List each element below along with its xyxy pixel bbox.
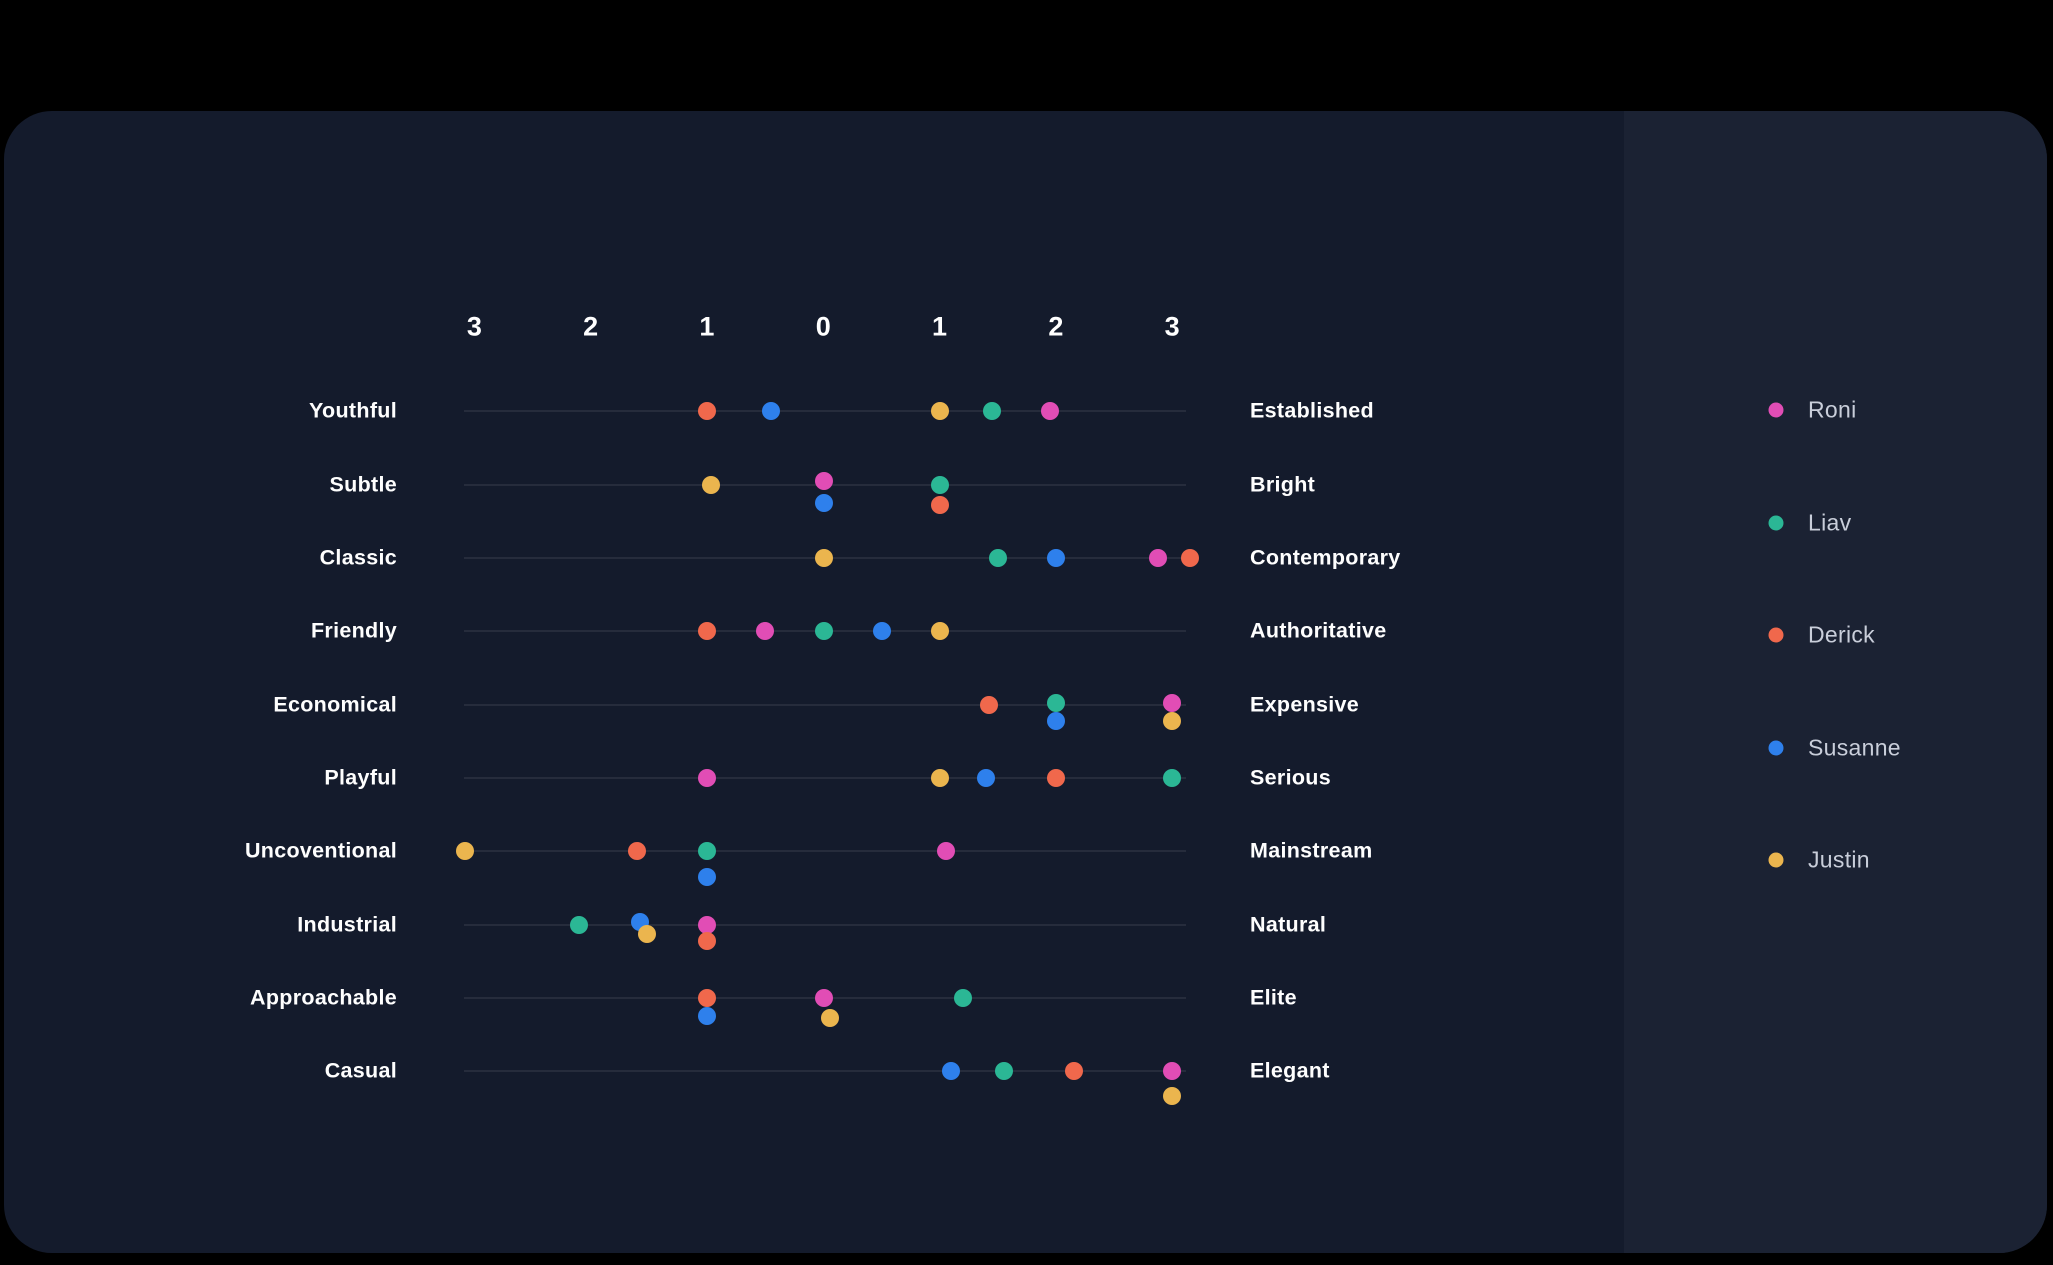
- legend-sidebar: [1624, 111, 2047, 1253]
- report-panel: [4, 111, 2047, 1253]
